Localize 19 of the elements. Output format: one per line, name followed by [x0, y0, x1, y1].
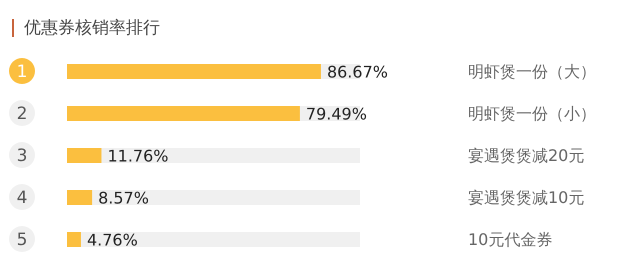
bar	[67, 190, 92, 205]
text: 4	[16, 188, 28, 208]
bar	[67, 148, 102, 163]
y-tick-label: 10元代金券	[468, 230, 552, 249]
bar	[67, 232, 81, 247]
text: 3	[16, 146, 28, 166]
text: 1	[16, 62, 28, 82]
text: 2	[16, 104, 28, 124]
y-tick-label: 明虾煲一份（大）	[468, 62, 596, 81]
text: 5	[16, 230, 28, 250]
data-label: 86.67%	[326, 62, 388, 82]
data-label: 4.76%	[86, 230, 138, 250]
data-label: 79.49%	[306, 104, 367, 124]
y-tick-label: 宴遇煲煲减10元	[468, 188, 584, 207]
y-tick-label: 明虾煲一份（小）	[468, 104, 596, 123]
chart-title: 优惠券核销率排行	[24, 17, 160, 39]
data-label: 11.76%	[107, 146, 168, 166]
y-tick-label: 宴遇煲煲减20元	[468, 146, 584, 165]
data-label: 8.57%	[98, 188, 149, 208]
